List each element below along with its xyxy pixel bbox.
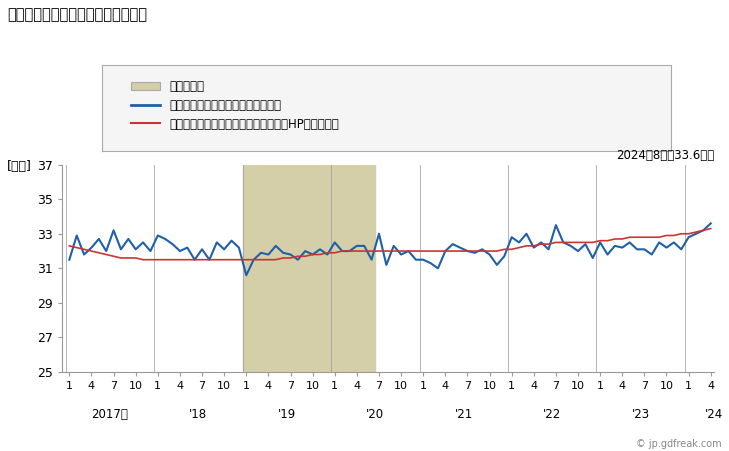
Text: '21: '21 [455,408,473,421]
Text: '24: '24 [705,408,724,421]
Text: '18: '18 [190,408,208,421]
Text: '19: '19 [278,408,296,421]
Text: '20: '20 [366,408,384,421]
Legend: 景気後退期, 一般労働者のきまって支給する給与, 一般労働者のきまって支給する給与（HPフィルタ）: 景気後退期, 一般労働者のきまって支給する給与, 一般労働者のきまって支給する給… [125,74,346,137]
Text: 2024年8月：33.6万円: 2024年8月：33.6万円 [616,149,714,162]
Text: '23: '23 [631,408,650,421]
Text: [万円]: [万円] [7,161,32,173]
Bar [243,165,375,372]
Text: © jp.gdfreak.com: © jp.gdfreak.com [636,439,722,449]
Text: 一般労働者のきまって支給する給与: 一般労働者のきまって支給する給与 [7,7,147,22]
Text: 2017年: 2017年 [91,408,128,421]
Text: '22: '22 [543,408,561,421]
